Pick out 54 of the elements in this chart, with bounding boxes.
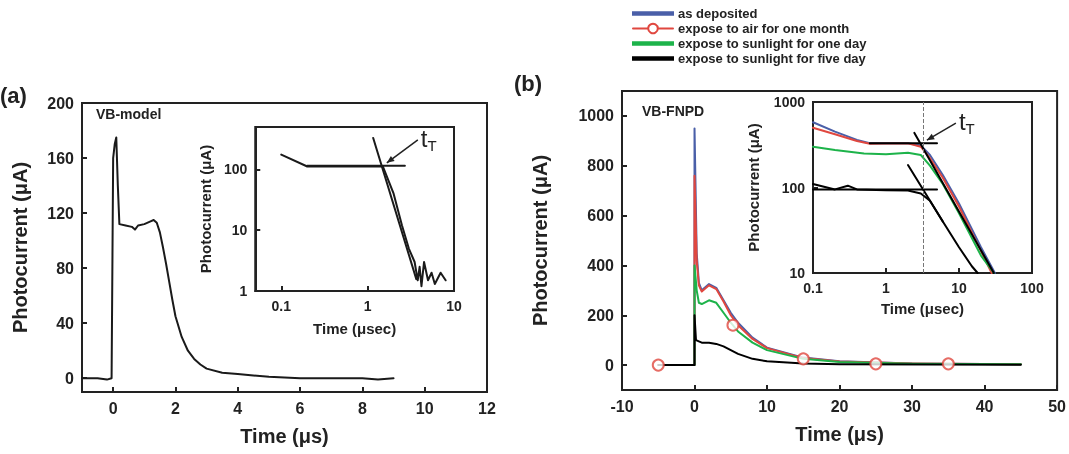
y-tick-label: 10 (789, 265, 806, 281)
x-tick-label: 10 (951, 280, 967, 296)
legend-label: as deposited (678, 6, 758, 21)
y-tick-label: 100 (781, 179, 806, 196)
x-tick-label: 50 (1048, 397, 1067, 415)
y-tick-label: 200 (587, 306, 615, 324)
x-tick-label: 0 (690, 397, 700, 415)
annotation: VB-FNPD (642, 103, 705, 119)
x-tick-label: -10 (610, 397, 634, 415)
x-tick-label: 6 (295, 399, 305, 417)
x-axis-title: Time (μs) (240, 425, 329, 447)
x-tick-label: 1 (363, 298, 372, 314)
x-tick-label: 100 (1020, 280, 1044, 296)
x-tick-label: 8 (357, 399, 367, 417)
y-axis-title: Photocurrent (μA) (9, 161, 31, 334)
y-tick-label: 80 (56, 259, 75, 277)
x-tick-label: 10 (758, 397, 777, 415)
x-tick-label: 40 (975, 397, 994, 415)
y-tick-label: 1000 (578, 107, 615, 125)
x-tick-label: 10 (415, 399, 434, 417)
y-axis-title: Photocurrent (μA) (529, 154, 551, 327)
x-tick-label: 12 (478, 399, 496, 417)
y-tick-label: 400 (587, 256, 615, 274)
legend-label: expose to sunlight for five day (678, 51, 867, 66)
legend-label: expose to air for one month (678, 21, 850, 36)
x-tick-label: 10 (446, 298, 462, 314)
x-tick-label: 4 (233, 399, 243, 417)
chart-title: (a) (0, 82, 27, 108)
chart-title: (b) (514, 70, 543, 96)
y-tick-label: 40 (56, 314, 75, 332)
y-tick-label: 800 (587, 157, 615, 175)
x-tick-label: 30 (903, 397, 922, 415)
x-axis-title: Time (μsec) (313, 320, 397, 337)
y-tick-label: 100 (223, 161, 248, 178)
y-tick-label: 120 (47, 204, 75, 222)
legend-label: expose to sunlight for one day (678, 36, 868, 51)
y-tick-label: 0 (605, 356, 615, 374)
y-tick-label: 0 (65, 369, 75, 387)
x-tick-label: 0.1 (803, 280, 823, 296)
x-tick-label: 0.1 (271, 298, 292, 314)
y-axis-title: Photocurrent (μA) (745, 123, 762, 252)
y-tick-label: 200 (47, 94, 75, 112)
y-tick-label: 600 (587, 207, 615, 225)
x-tick-label: 2 (171, 399, 181, 417)
x-axis-title: Time (μs) (795, 423, 884, 445)
y-tick-label: 1000 (773, 94, 806, 110)
annotation: VB-model (96, 106, 162, 122)
y-tick-label: 10 (231, 222, 248, 239)
x-tick-label: 20 (830, 397, 849, 415)
y-tick-label: 160 (47, 149, 75, 167)
x-tick-label: 1 (882, 280, 891, 296)
x-axis-title: Time (μsec) (880, 300, 965, 317)
x-tick-label: 0 (108, 399, 118, 417)
y-axis-title: Photocurrent (μA) (197, 144, 214, 274)
